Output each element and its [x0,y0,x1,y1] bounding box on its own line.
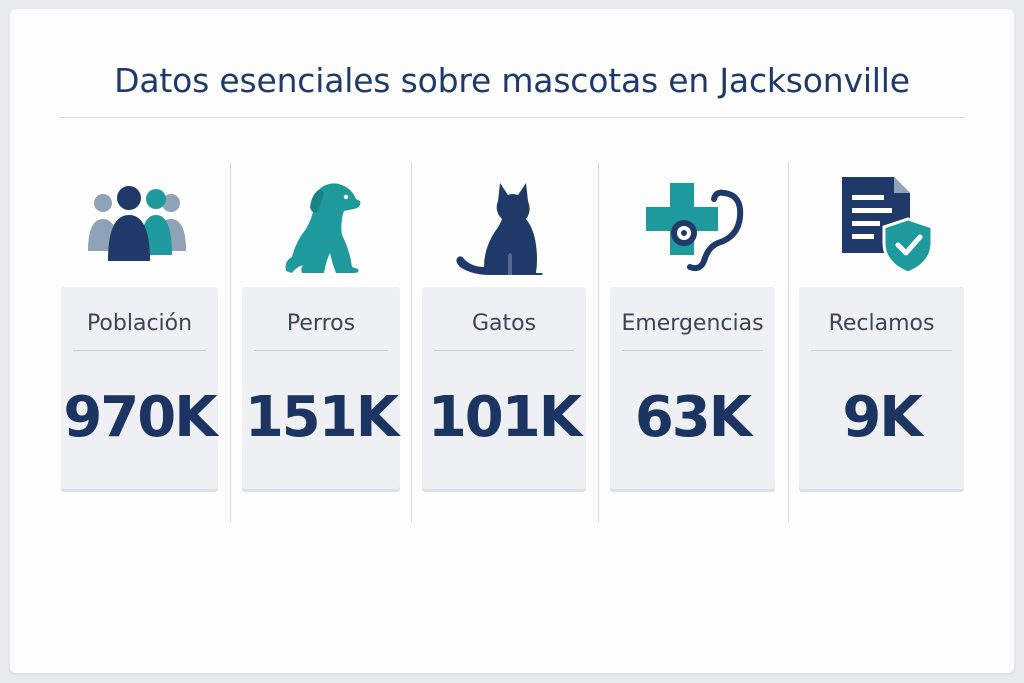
column-divider [788,162,789,522]
stat-divider [811,350,952,351]
column-divider [411,162,412,522]
stat-label: Gatos [471,311,537,336]
column-divider [230,162,231,522]
document-shield-icon [834,171,944,281]
stat-divider [434,350,574,351]
stat-label: Población [86,311,193,336]
title-divider [60,117,964,118]
stat-divider [622,350,763,351]
stat-card-gatos: Gatos 101K [422,287,586,489]
stat-card-emergencias: Emergencias 63K [610,287,775,489]
stat-value: 9K [842,385,922,450]
column-divider [598,162,599,522]
stat-card-perros: Perros 151K [242,287,400,489]
stat-label: Reclamos [828,311,935,336]
stat-value: 101K [427,385,582,450]
stat-value: 63K [634,385,752,450]
medical-cross-stethoscope-icon [642,171,752,281]
page-title: Datos esenciales sobre mascotas en Jacks… [114,61,910,100]
stat-value: 151K [244,385,399,450]
dog-icon [266,171,376,281]
infographic-card: Datos esenciales sobre mascotas en Jacks… [10,9,1014,673]
stat-card-reclamos: Reclamos 9K [799,287,964,489]
stat-label: Emergencias [621,311,764,336]
stat-divider [73,350,206,351]
stat-value: 970K [63,385,217,450]
stat-divider [254,350,388,351]
people-group-icon [82,171,192,281]
cat-icon [450,171,560,281]
stat-card-poblacion: Población 970K [61,287,218,489]
stat-label: Perros [286,311,356,336]
